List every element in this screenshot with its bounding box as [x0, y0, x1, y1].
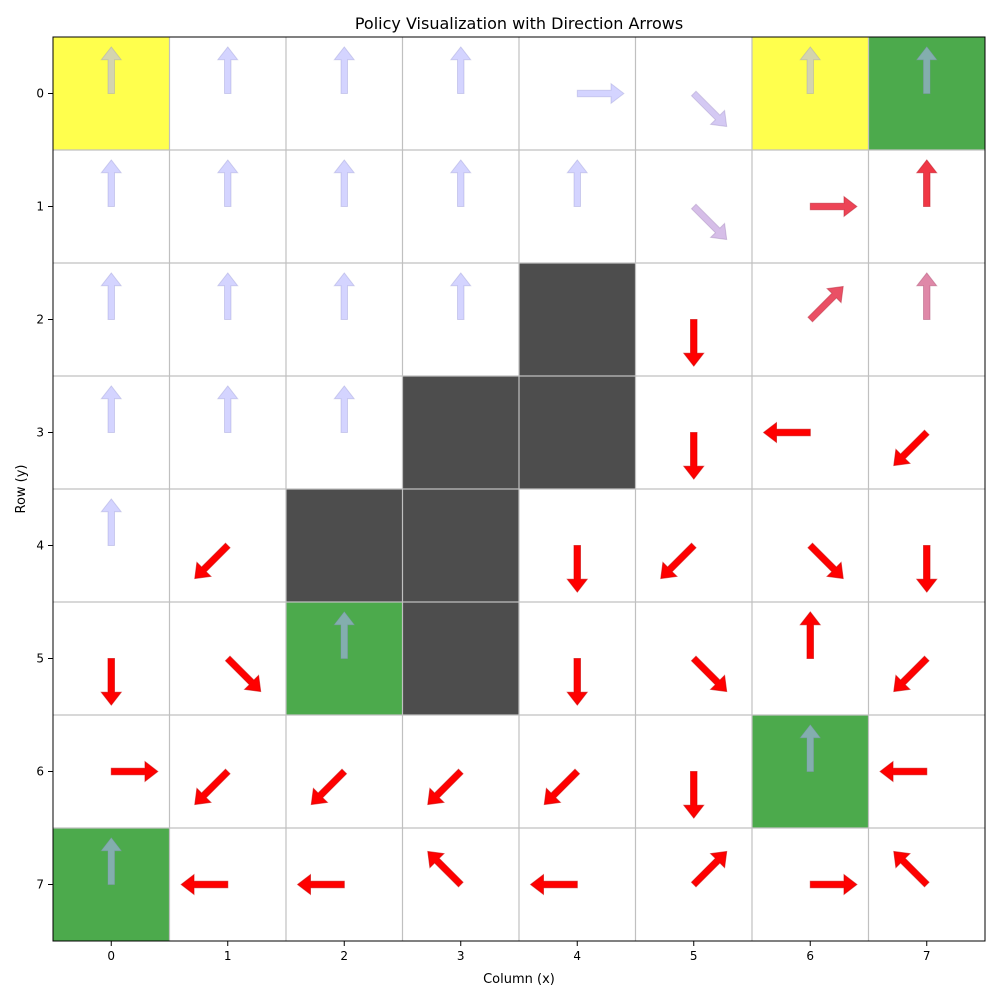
arrow-up — [449, 272, 472, 320]
arrow-up — [799, 46, 822, 94]
arrow-left — [180, 873, 229, 896]
x-tick-label: 5 — [690, 949, 698, 963]
wall-cell — [402, 376, 519, 489]
arrow-up-right — [807, 285, 844, 323]
x-tick-label: 1 — [224, 949, 232, 963]
x-tick-label: 4 — [573, 949, 581, 963]
arrow-left — [296, 873, 345, 896]
y-tick-label: 2 — [36, 313, 44, 327]
arrow-up — [915, 272, 938, 320]
arrow-down-left — [427, 768, 464, 806]
x-axis-label: Column (x) — [483, 972, 555, 987]
arrow-up — [799, 611, 822, 659]
arrow-up — [100, 385, 123, 433]
arrow-up-right — [690, 850, 728, 888]
arrow-down-right — [807, 542, 844, 580]
arrow-down-left — [543, 768, 581, 806]
plot-frame — [52, 36, 986, 942]
arrow-down-left — [893, 655, 930, 693]
arrow-down-right — [224, 655, 262, 693]
x-tick-label: 0 — [107, 949, 115, 963]
policy-arrows — [100, 46, 938, 896]
arrow-down — [682, 432, 705, 480]
arrow-up — [333, 159, 356, 207]
arrow-up — [799, 724, 822, 772]
arrow-left — [879, 760, 928, 783]
arrow-left — [529, 873, 578, 896]
y-axis-ticks: 0 1 2 3 4 5 6 7 — [36, 87, 53, 892]
y-axis-label: Row (y) — [14, 464, 29, 513]
arrow-down-left — [194, 542, 231, 580]
arrow-up — [216, 159, 239, 207]
arrow-down-right — [690, 203, 728, 241]
y-tick-label: 3 — [36, 426, 44, 440]
arrow-up — [216, 272, 239, 320]
arrow-right — [809, 195, 858, 218]
arrow-up — [333, 272, 356, 320]
arrow-down — [682, 771, 705, 819]
arrow-down — [566, 545, 589, 593]
arrow-down-right — [690, 655, 728, 693]
arrow-up — [100, 159, 123, 207]
chart-title: Policy Visualization with Direction Arro… — [355, 14, 683, 33]
y-tick-label: 7 — [36, 878, 44, 892]
y-tick-label: 0 — [36, 87, 44, 101]
y-tick-label: 4 — [36, 539, 44, 553]
arrow-down-left — [194, 768, 231, 806]
arrow-up — [566, 159, 589, 207]
arrow-down — [100, 658, 123, 706]
arrow-up — [100, 837, 123, 885]
arrow-up — [915, 159, 938, 207]
arrow-down-left — [893, 429, 930, 467]
arrow-up — [216, 46, 239, 94]
x-tick-label: 3 — [457, 949, 465, 963]
arrow-up — [449, 159, 472, 207]
grid-lines — [53, 37, 985, 941]
arrow-down-left — [660, 542, 697, 580]
arrow-left — [762, 421, 811, 444]
arrow-down-right — [690, 90, 728, 128]
arrow-up — [216, 385, 239, 433]
arrow-down — [915, 545, 938, 593]
x-tick-label: 2 — [340, 949, 348, 963]
arrow-up-left — [427, 850, 464, 888]
wall-cell — [286, 489, 403, 602]
y-tick-label: 6 — [36, 765, 44, 779]
arrow-down — [566, 658, 589, 706]
y-tick-label: 5 — [36, 652, 44, 666]
wall-cell — [519, 263, 636, 376]
x-tick-label: 6 — [806, 949, 814, 963]
arrow-right — [110, 760, 159, 783]
arrow-up — [100, 272, 123, 320]
y-tick-label: 1 — [36, 200, 44, 214]
arrow-up — [333, 46, 356, 94]
arrow-right — [809, 873, 858, 896]
x-axis-ticks: 0 1 2 3 4 5 6 7 — [107, 941, 931, 963]
arrow-up — [449, 46, 472, 94]
arrow-up — [915, 46, 938, 94]
arrow-right — [576, 82, 625, 105]
arrow-up — [100, 46, 123, 94]
arrow-up — [100, 498, 123, 546]
x-tick-label: 7 — [923, 949, 931, 963]
arrow-up — [333, 385, 356, 433]
arrow-down — [682, 319, 705, 367]
wall-cell — [402, 602, 519, 715]
wall-cell — [402, 489, 519, 602]
arrow-down-left — [310, 768, 348, 806]
arrow-up — [333, 611, 356, 659]
arrow-up-left — [893, 850, 930, 888]
wall-cell — [519, 376, 636, 489]
